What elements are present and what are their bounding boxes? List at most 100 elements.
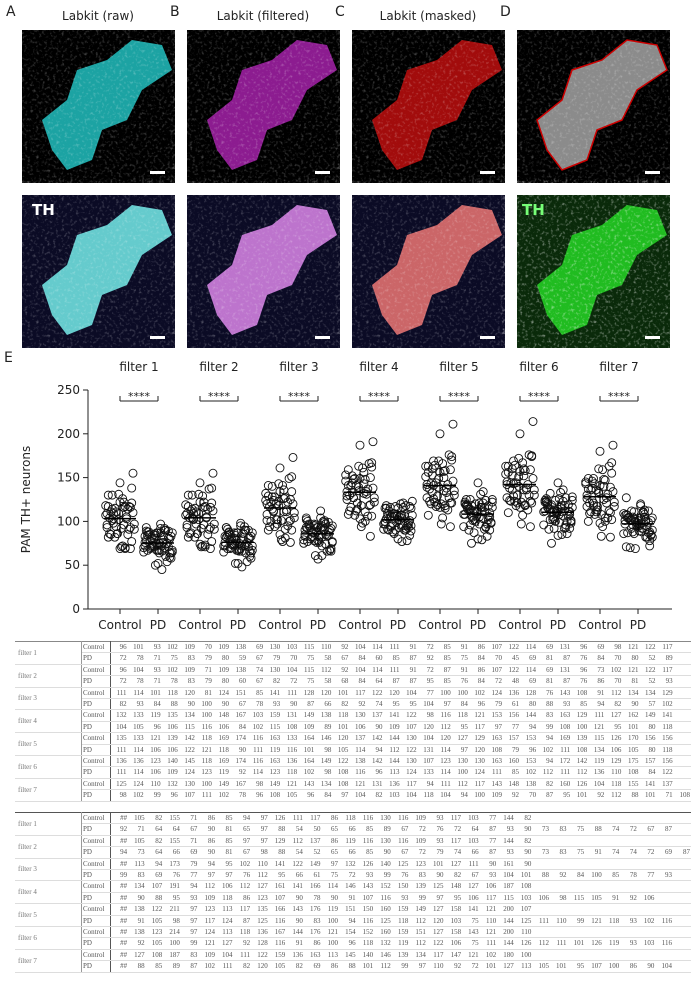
table-cell: 144 — [497, 937, 515, 950]
table-cell: 180 — [497, 949, 515, 962]
table-cell: 93 — [656, 675, 674, 688]
table-cell: 103 — [247, 709, 265, 722]
empty-cell — [637, 812, 656, 825]
empty-cell — [673, 721, 691, 734]
table-cell: 75 — [462, 915, 480, 928]
table-cell: 130 — [468, 755, 486, 768]
table-cell: 138 — [128, 903, 146, 916]
table-cell: 104 — [434, 789, 452, 802]
table-cell: 104 — [417, 698, 435, 711]
table-cell: 161 — [268, 880, 287, 893]
table-cell: 90 — [374, 846, 392, 859]
table-cell: 118 — [605, 778, 623, 791]
table-cell: 153 — [520, 732, 538, 745]
scale-bar — [150, 171, 165, 174]
table-cell: 108 — [571, 687, 589, 700]
table-cell: ## — [110, 937, 129, 950]
empty-cell — [673, 641, 691, 654]
table-cell: 94 — [339, 915, 357, 928]
table-cell: 65 — [321, 823, 340, 836]
table-cell: 78 — [127, 652, 145, 665]
table-cell: 155 — [622, 778, 640, 791]
table-cell: 112 — [409, 915, 427, 928]
data-point — [621, 542, 631, 552]
table-cell: 84 — [468, 652, 486, 665]
table-row: PD 92 71 64 64 67 90 81 65 97 88 54 50 65 66 85 89 67 72 76… — [15, 823, 691, 836]
table-cell: 108 — [145, 949, 164, 962]
table-cell: 111 — [247, 744, 265, 757]
table-cell: 100 — [585, 869, 603, 882]
data-point — [103, 532, 113, 542]
table-cell: 83 — [303, 915, 322, 928]
data-point — [236, 544, 246, 554]
table-cell: 127 — [605, 709, 623, 722]
data-point — [166, 531, 176, 541]
table-cell: 83 — [128, 869, 146, 882]
table-cell: 78 — [247, 698, 265, 711]
table-cell: 211 — [163, 903, 181, 916]
data-point — [350, 474, 360, 483]
row-header: filter 3 — [15, 687, 82, 711]
data-point — [470, 516, 480, 526]
data-point — [167, 545, 177, 555]
significance-bracket — [199, 396, 239, 402]
table-cell: 128 — [298, 687, 316, 700]
table-row: PD 111 114 106 109 124 123 119 92 114 123 118 102 98 1… — [15, 766, 691, 779]
table-cell: 82 — [605, 698, 623, 711]
table-cell: 100 — [571, 721, 589, 734]
table-cell: 117 — [656, 641, 674, 654]
data-point — [124, 502, 134, 511]
table-cell: 94 — [110, 846, 129, 859]
table-cell: 121 — [585, 915, 603, 928]
table-cell: 109 — [178, 641, 196, 654]
table-cell: 163 — [485, 732, 503, 745]
data-point — [602, 493, 611, 503]
table-cell: 132 — [161, 778, 179, 791]
table-cell: 106 — [212, 721, 230, 734]
empty-cell — [620, 835, 638, 848]
table-cell: 67 — [391, 846, 410, 859]
table-cell: 112 — [286, 835, 304, 848]
table-cell: 81 — [622, 675, 640, 688]
data-point — [605, 532, 615, 542]
table-cell: 92 — [588, 789, 606, 802]
table-cell: 120 — [468, 744, 486, 757]
table-cell: 110 — [426, 960, 445, 973]
data-point — [125, 502, 135, 512]
table-cell: 60 — [366, 652, 384, 665]
x-tick-label: PD — [550, 618, 566, 632]
table-cell: 75 — [567, 846, 586, 859]
data-point — [623, 510, 633, 520]
table-cell: 95 — [444, 892, 463, 905]
table-cell: 156 — [639, 732, 657, 745]
data-point — [186, 506, 196, 516]
data-point — [381, 514, 391, 524]
table-cell: 140 — [374, 858, 392, 871]
table-cell: 93 — [479, 869, 498, 882]
table-cell: 119 — [339, 835, 357, 848]
table-cell: 77 — [180, 869, 199, 882]
group-cell: PD — [81, 937, 111, 950]
table-cell: 96 — [161, 789, 179, 802]
table-cell: 69 — [520, 675, 538, 688]
table-cell: 94 — [366, 744, 384, 757]
table-cell: 69 — [145, 869, 164, 882]
table-cell: 83 — [549, 823, 568, 836]
table-cell: 99 — [567, 915, 586, 928]
table-cell: 98 — [247, 778, 265, 791]
table-cell: 101 — [567, 937, 586, 950]
data-point — [355, 440, 365, 450]
table-cell: 105 — [145, 915, 164, 928]
table-cell: 76 — [571, 652, 589, 665]
data-point — [241, 548, 251, 558]
data-point — [647, 525, 657, 535]
row-header: filter 1 — [15, 641, 82, 665]
table-cell: 71 — [180, 812, 199, 825]
table-cell: 113 — [321, 949, 340, 962]
group-cell: Control — [81, 664, 111, 677]
table-cell: 102 — [605, 664, 623, 677]
table-cell: 109 — [212, 641, 230, 654]
x-tick-label: Control — [98, 618, 141, 632]
table-cell: 187 — [163, 949, 181, 962]
table-cell: 100 — [451, 766, 469, 779]
